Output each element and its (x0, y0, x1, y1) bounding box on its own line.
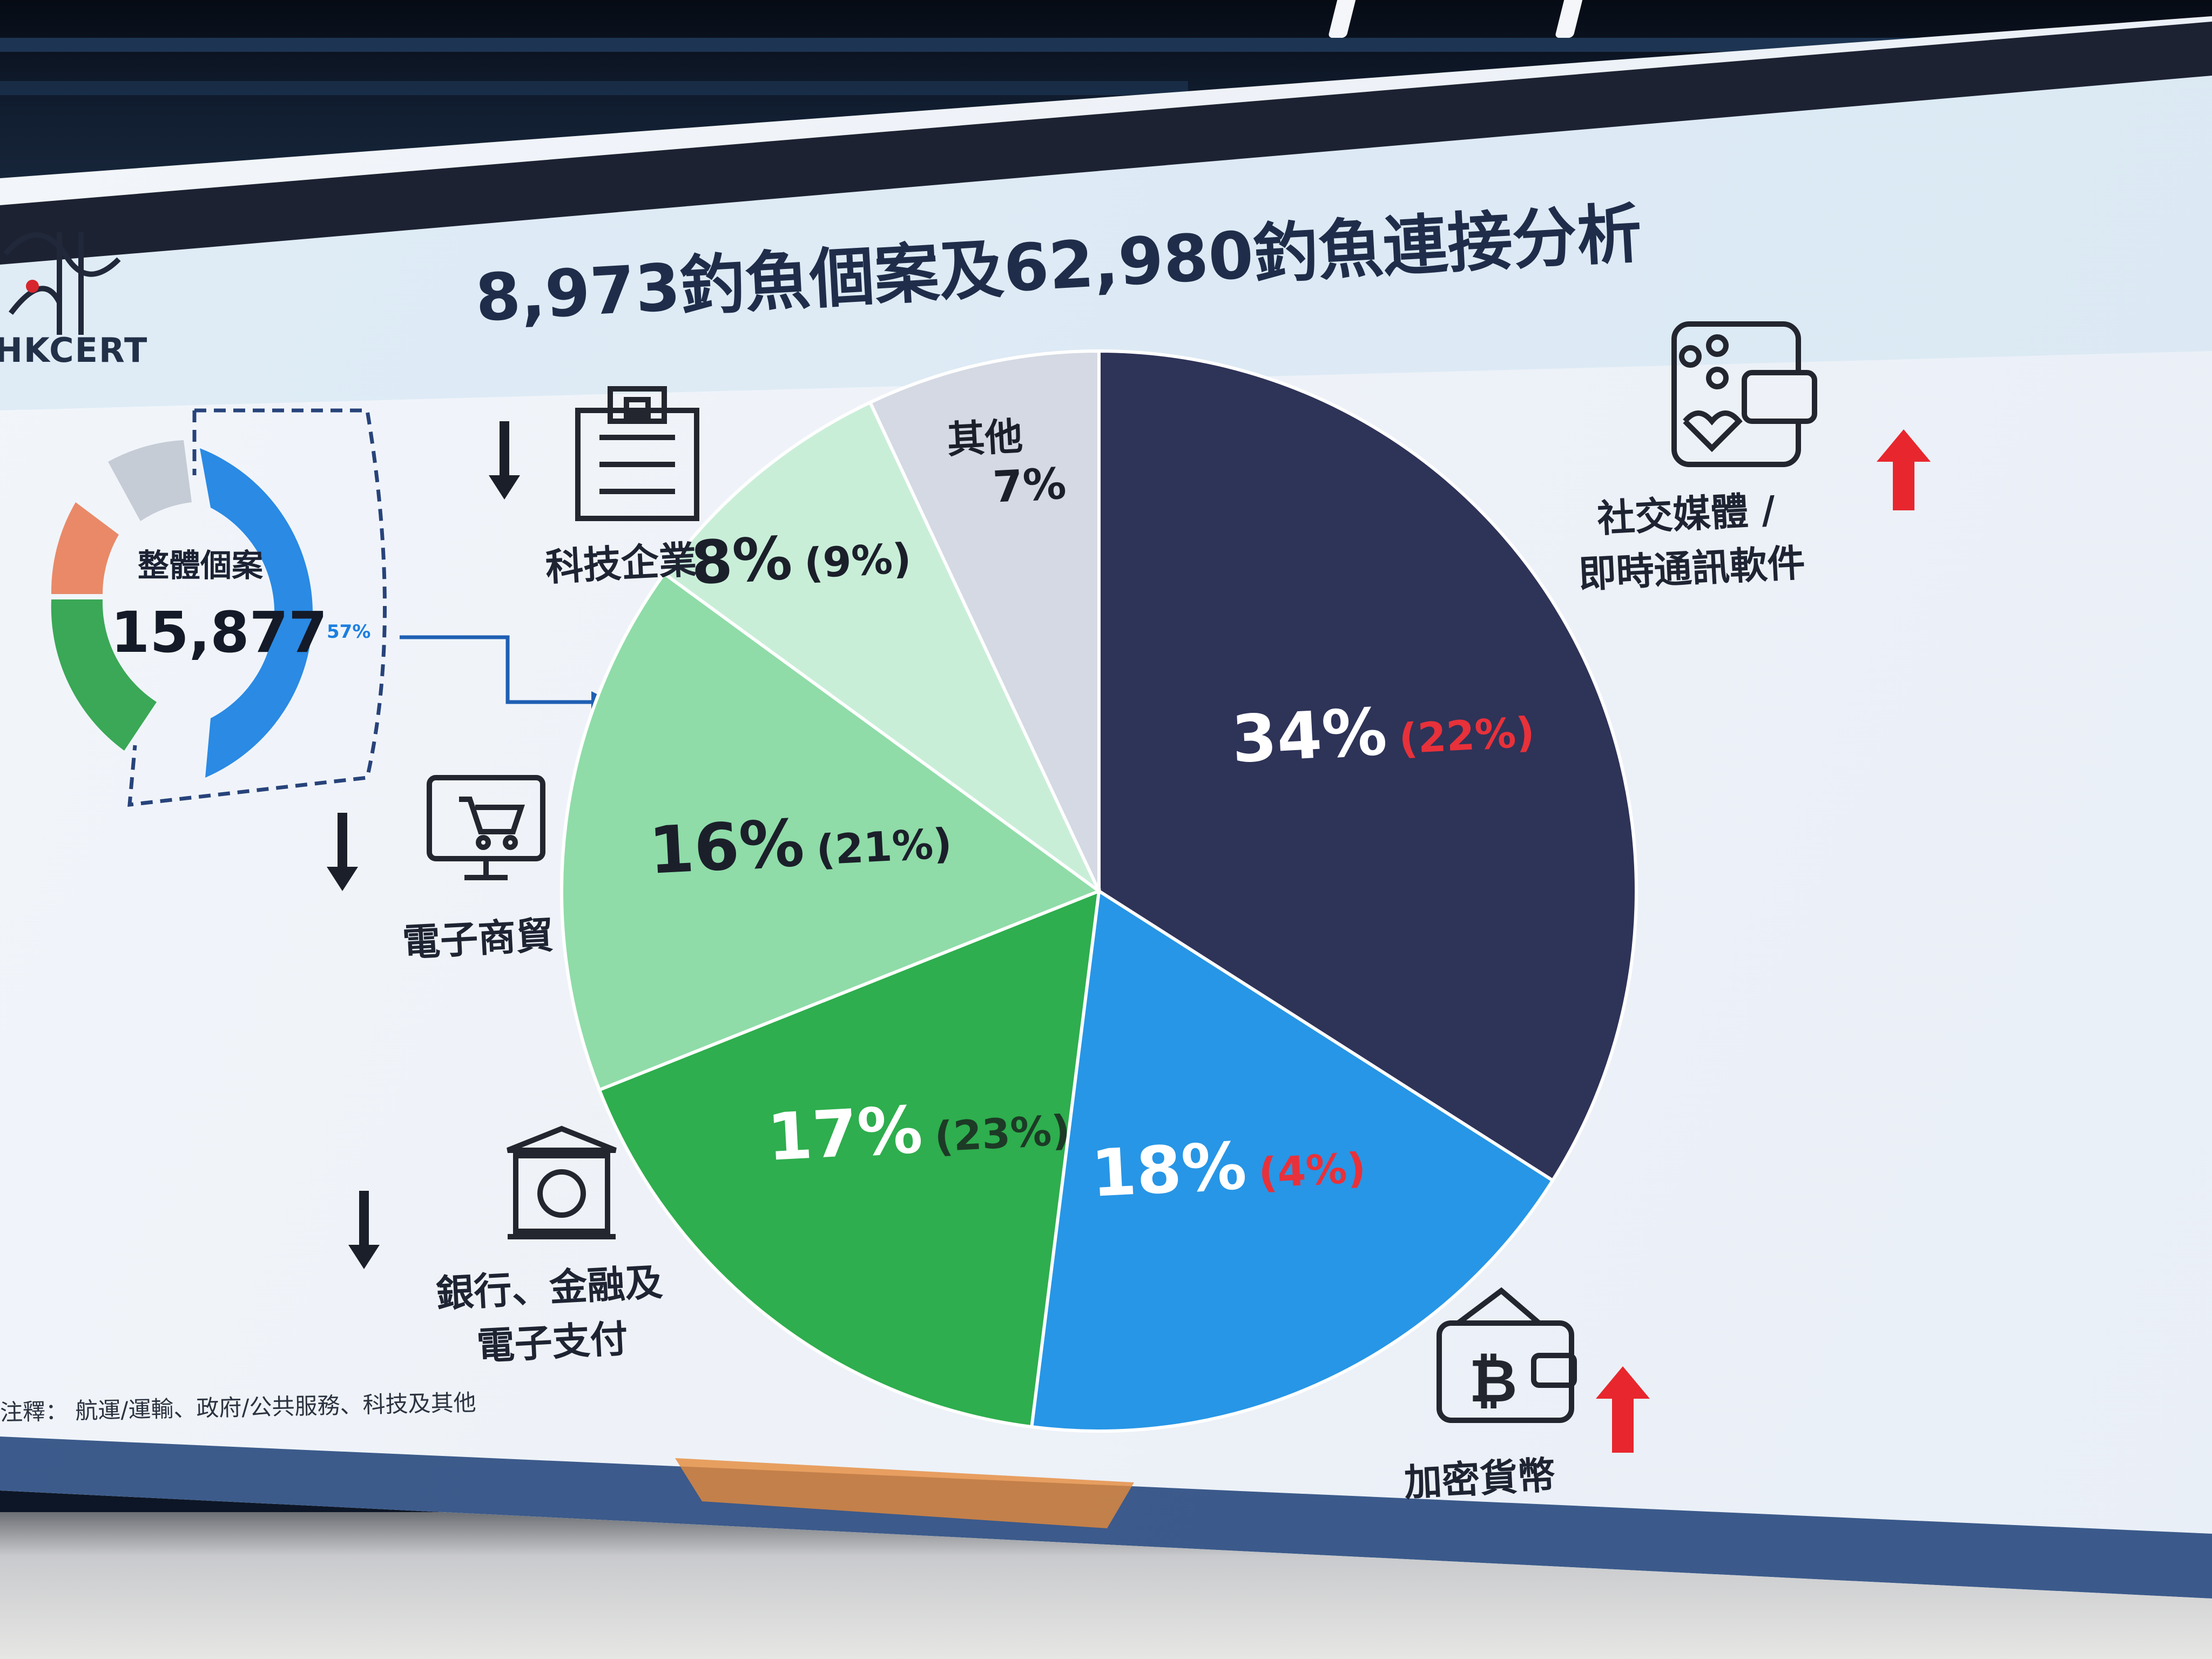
donut-center-value: 15,877 (111, 599, 328, 665)
pie-slice-5 (868, 349, 1101, 892)
ceiling-light (1327, 0, 1359, 38)
pie-label-value-5: 7% (991, 458, 1068, 512)
pie-label-secondary-4: (9%) (803, 534, 913, 588)
overview-donut (51, 408, 613, 807)
chat-phone-icon (1671, 321, 1817, 467)
bank-dollar-icon (507, 1125, 617, 1239)
logo-text: HKCERT (0, 331, 149, 370)
pie-label-0: 34% (22%) (1230, 686, 1536, 778)
donut-segment-green (51, 599, 157, 751)
pie-slice-1 (1029, 888, 1555, 1433)
pie-label-2: 17% (23%) (766, 1085, 1072, 1176)
pie-label-secondary-1: (4%) (1257, 1143, 1367, 1197)
shopping-cart-monitor-icon (427, 775, 545, 880)
pie-label-value-4: 8% (689, 523, 794, 598)
donut-dashed-outline (127, 408, 387, 807)
category-crypto: 加密貨幣 (1403, 1453, 1557, 1505)
donut-segment-grey (108, 440, 192, 521)
category-banking: 銀行、金融及 電子支付 (435, 1252, 667, 1373)
pie-label-5: 其他 7% (946, 404, 1068, 515)
down-arrow-icon (327, 421, 520, 1269)
pie-label-1: 18% (4%) (1089, 1122, 1367, 1212)
donut-segment-blue (200, 448, 313, 778)
category-social: 社交媒體 / 即時通訊軟件 (1577, 478, 1806, 598)
pie-slice-2 (597, 888, 1101, 1429)
category-ecommerce: 電子商貿 (401, 913, 555, 965)
svg-text:₿: ₿ (1469, 1346, 1518, 1415)
pie-label-value-1: 18% (1089, 1128, 1249, 1212)
pie-label-3: 16% (21%) (648, 798, 954, 889)
category-tech: 科技企業 (544, 537, 698, 590)
ceiling-light (1554, 0, 1586, 38)
pie-label-secondary-0: (22%) (1397, 707, 1536, 763)
pie-label-secondary-3: (21%) (815, 819, 954, 875)
title-band-dark (0, 22, 2212, 265)
pie-slice-4 (662, 400, 1101, 893)
building-icon (575, 386, 699, 521)
pie-label-4: 8% (9%) (690, 517, 913, 598)
bitcoin-wallet-icon: ₿ (1437, 1287, 1577, 1423)
pie-slice-3 (560, 571, 1103, 1092)
pie-label-secondary-2: (23%) (933, 1105, 1072, 1162)
bottom-decor-orange (675, 1458, 1134, 1528)
category-banking-line2: 電子支付 (475, 1316, 629, 1369)
ceiling-truss (0, 81, 1188, 95)
pie-label-value-0: 34% (1230, 694, 1389, 778)
pie-chart (560, 349, 1638, 1433)
donut-highlight-pct: 57% (327, 621, 371, 643)
pie-label-value-2: 17% (765, 1092, 925, 1176)
donut-center-label: 整體個案 (138, 547, 264, 584)
pie-label-secondary-5: 其他 (946, 414, 1024, 462)
category-social-line1: 社交媒體 / (1596, 487, 1777, 542)
up-arrow-icon (1596, 429, 1931, 1453)
pie-label-value-3: 16% (647, 806, 806, 889)
donut-connector-arrow (400, 635, 605, 704)
title-band (0, 73, 2212, 410)
donut-segment-orange (51, 502, 119, 594)
pie-slice-0 (1097, 349, 1638, 1183)
hkcert-logo (3, 232, 121, 335)
